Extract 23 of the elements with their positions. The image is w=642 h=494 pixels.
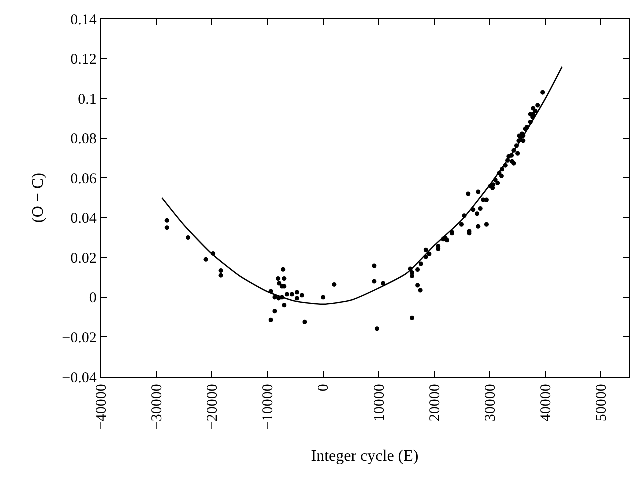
- y-axis-title: (O − C): [30, 173, 48, 223]
- y-tick-label: −0.02: [62, 330, 97, 346]
- x-axis-title: Integer cycle (E): [311, 448, 419, 465]
- y-tick-label: 0.08: [70, 132, 97, 148]
- y-tick-label: 0.12: [70, 52, 97, 68]
- x-tick-label: 30000: [482, 384, 499, 422]
- x-tick-label: −40000: [94, 384, 110, 430]
- y-tick-label: −0.04: [62, 370, 98, 386]
- line-series: [161, 66, 563, 306]
- x-tick-label: 50000: [594, 384, 610, 422]
- y-tick-label: 0.04: [70, 211, 98, 228]
- y-tick-label: 0.14: [70, 12, 98, 28]
- x-tick-label: 40000: [538, 384, 555, 422]
- y-tick-label: 0.06: [70, 171, 98, 188]
- y-tick-label: 0.1: [78, 92, 97, 108]
- x-tick-label: −20000: [205, 384, 222, 430]
- y-tick-label: 0: [89, 290, 97, 307]
- x-tick-label: 10000: [372, 384, 388, 422]
- y-tick-label: 0.02: [70, 250, 97, 267]
- x-tick-label: 0: [316, 384, 332, 392]
- x-tick-label: −30000: [149, 384, 166, 430]
- x-tick-label: 20000: [427, 384, 444, 422]
- x-tick-label: −10000: [260, 384, 277, 430]
